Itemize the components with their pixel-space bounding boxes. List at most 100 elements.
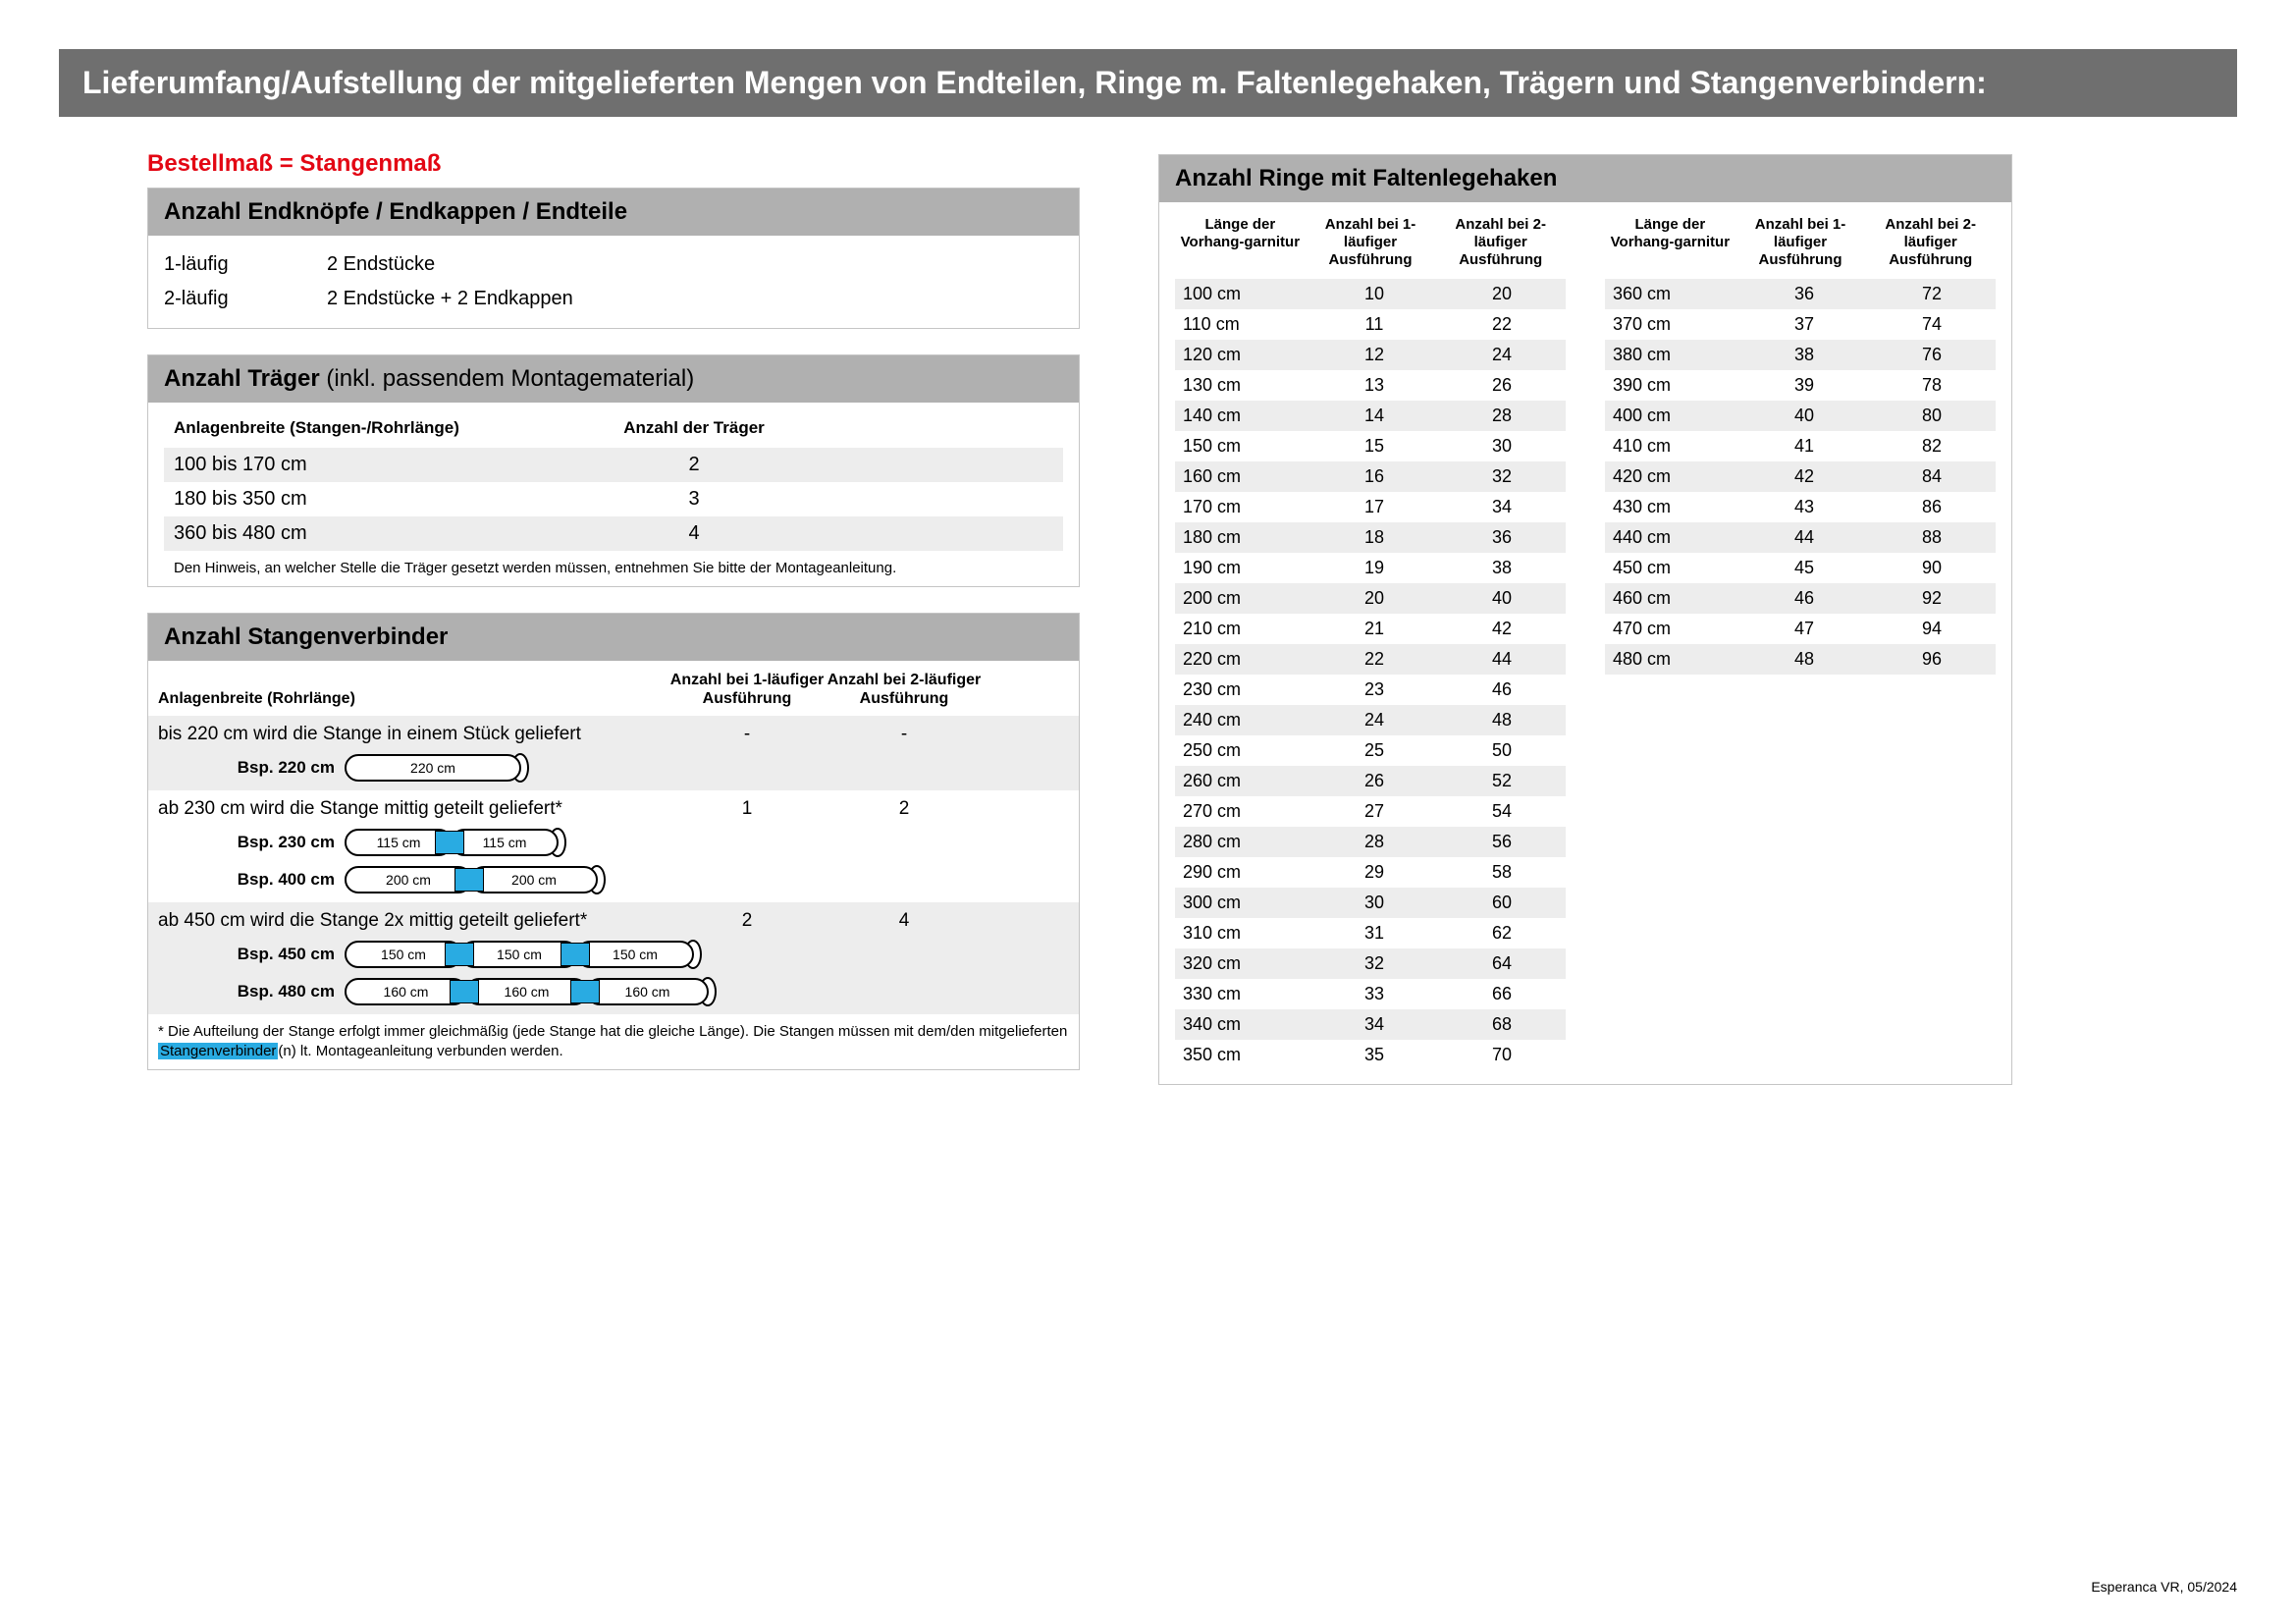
rings-1l: 15 — [1310, 436, 1438, 457]
rod-segment: 150 cm — [576, 941, 694, 968]
rod-segment: 200 cm — [345, 866, 472, 893]
rings-1l: 33 — [1310, 984, 1438, 1004]
rings-2l: 76 — [1868, 345, 1996, 365]
rings-row: 300 cm3060 — [1175, 888, 1566, 918]
rod-diagram: 220 cm — [345, 753, 529, 783]
rings-row: 230 cm2346 — [1175, 675, 1566, 705]
rings-1l: 26 — [1310, 771, 1438, 791]
sv-text: ab 450 cm wird die Stange 2x mittig gete… — [158, 910, 668, 932]
rings-len: 120 cm — [1175, 345, 1310, 365]
rings-1l: 46 — [1740, 588, 1868, 609]
bsp-row: Bsp. 450 cm150 cm150 cm150 cm — [158, 940, 1069, 969]
rod-segment: 200 cm — [470, 866, 598, 893]
sv-head-2: Anzahl bei 1-läufiger Ausführung — [668, 671, 826, 708]
rings-row: 310 cm3162 — [1175, 918, 1566, 948]
rings-2l: 96 — [1868, 649, 1996, 670]
rings-col-2: Länge der Vorhang-garnitur Anzahl bei 1-… — [1605, 216, 1996, 1070]
endteile-row: 2-läufig2 Endstücke + 2 Endkappen — [164, 282, 1063, 316]
banner-title: Lieferumfang/Aufstellung der mitgeliefer… — [59, 49, 2237, 117]
rings-row: 410 cm4182 — [1605, 431, 1996, 461]
rings-1l: 27 — [1310, 801, 1438, 822]
rings-head-2: Länge der Vorhang-garnitur Anzahl bei 1-… — [1605, 216, 1996, 269]
rings-2l: 90 — [1868, 558, 1996, 578]
rings-len: 250 cm — [1175, 740, 1310, 761]
rings-1l: 10 — [1310, 284, 1438, 304]
rod-diagram: 115 cm115 cm — [345, 828, 566, 857]
rod-diagram: 160 cm160 cm160 cm — [345, 977, 717, 1006]
box-endteile: Anzahl Endknöpfe / Endkappen / Endteile … — [147, 188, 1080, 329]
rings-len: 350 cm — [1175, 1045, 1310, 1065]
endteile-row: 1-läufig2 Endstücke — [164, 247, 1063, 282]
rings-len: 220 cm — [1175, 649, 1310, 670]
rings-len: 400 cm — [1605, 406, 1740, 426]
rings-len: 360 cm — [1605, 284, 1740, 304]
rings-len: 470 cm — [1605, 619, 1740, 639]
bestellmass-line: Bestellmaß = Stangenmaß — [147, 150, 1080, 178]
rings-2l: 60 — [1438, 893, 1566, 913]
rings-row: 170 cm1734 — [1175, 492, 1566, 522]
rings-2l: 38 — [1438, 558, 1566, 578]
main-columns: Bestellmaß = Stangenmaß Anzahl Endknöpfe… — [59, 136, 2237, 1110]
rings-1l: 31 — [1310, 923, 1438, 944]
rings-len: 180 cm — [1175, 527, 1310, 548]
sv-footnote: * Die Aufteilung der Stange erfolgt imme… — [148, 1014, 1079, 1070]
connector-icon — [454, 868, 484, 892]
box-endteile-body: 1-läufig2 Endstücke2-läufig2 Endstücke +… — [148, 236, 1079, 328]
rings-len: 230 cm — [1175, 679, 1310, 700]
rings-row: 140 cm1428 — [1175, 401, 1566, 431]
rh-5: Anzahl bei 1-läufiger Ausführung — [1735, 216, 1866, 269]
bsp-label: Bsp. 220 cm — [217, 758, 335, 778]
rh-1: Länge der Vorhang-garnitur — [1175, 216, 1306, 269]
rings-1l: 36 — [1740, 284, 1868, 304]
rings-2l: 56 — [1438, 832, 1566, 852]
rings-2l: 54 — [1438, 801, 1566, 822]
box-traeger-title: Anzahl Träger (inkl. passendem Montagema… — [148, 355, 1079, 403]
rings-1l: 37 — [1740, 314, 1868, 335]
sv-text: ab 230 cm wird die Stange mittig geteilt… — [158, 798, 668, 820]
box-traeger-title-paren: (inkl. passendem Montagematerial) — [326, 365, 694, 392]
rings-row: 190 cm1938 — [1175, 553, 1566, 583]
rings-len: 300 cm — [1175, 893, 1310, 913]
rings-row: 150 cm1530 — [1175, 431, 1566, 461]
rings-1l: 47 — [1740, 619, 1868, 639]
rings-len: 270 cm — [1175, 801, 1310, 822]
bsp-label: Bsp. 480 cm — [217, 982, 335, 1001]
rings-len: 320 cm — [1175, 953, 1310, 974]
traeger-c1: 100 bis 170 cm — [174, 454, 606, 476]
rings-2l: 64 — [1438, 953, 1566, 974]
rings-len: 190 cm — [1175, 558, 1310, 578]
rings-2l: 28 — [1438, 406, 1566, 426]
rh-6: Anzahl bei 2-läufiger Ausführung — [1865, 216, 1996, 269]
rings-1l: 19 — [1310, 558, 1438, 578]
rings-head-1: Länge der Vorhang-garnitur Anzahl bei 1-… — [1175, 216, 1566, 269]
bsp-label: Bsp. 450 cm — [217, 945, 335, 964]
box-stangenverbinder: Anzahl Stangenverbinder Anlagenbreite (R… — [147, 613, 1080, 1071]
rings-row: 350 cm3570 — [1175, 1040, 1566, 1070]
rings-2l: 66 — [1438, 984, 1566, 1004]
rings-1l: 30 — [1310, 893, 1438, 913]
rings-1l: 48 — [1740, 649, 1868, 670]
rings-len: 290 cm — [1175, 862, 1310, 883]
footer-tag: Esperanca VR, 05/2024 — [2091, 1579, 2237, 1595]
rings-2l: 70 — [1438, 1045, 1566, 1065]
rh-3: Anzahl bei 2-läufiger Ausführung — [1435, 216, 1566, 269]
rings-2l: 88 — [1868, 527, 1996, 548]
rings-row: 320 cm3264 — [1175, 948, 1566, 979]
rings-len: 430 cm — [1605, 497, 1740, 517]
box-traeger-body: Anlagenbreite (Stangen-/Rohrlänge) Anzah… — [148, 403, 1079, 586]
rings-1l: 14 — [1310, 406, 1438, 426]
traeger-head-1: Anlagenbreite (Stangen-/Rohrlänge) — [174, 418, 606, 438]
traeger-c1: 360 bis 480 cm — [174, 522, 606, 545]
rings-len: 200 cm — [1175, 588, 1310, 609]
rings-row: 420 cm4284 — [1605, 461, 1996, 492]
rings-len: 150 cm — [1175, 436, 1310, 457]
bsp-row: Bsp. 400 cm200 cm200 cm — [158, 865, 1069, 894]
rings-row: 290 cm2958 — [1175, 857, 1566, 888]
rings-len: 170 cm — [1175, 497, 1310, 517]
rings-1l: 25 — [1310, 740, 1438, 761]
rings-len: 420 cm — [1605, 466, 1740, 487]
rings-len: 440 cm — [1605, 527, 1740, 548]
rings-len: 370 cm — [1605, 314, 1740, 335]
rod-segment: 220 cm — [345, 754, 521, 782]
rings-1l: 23 — [1310, 679, 1438, 700]
